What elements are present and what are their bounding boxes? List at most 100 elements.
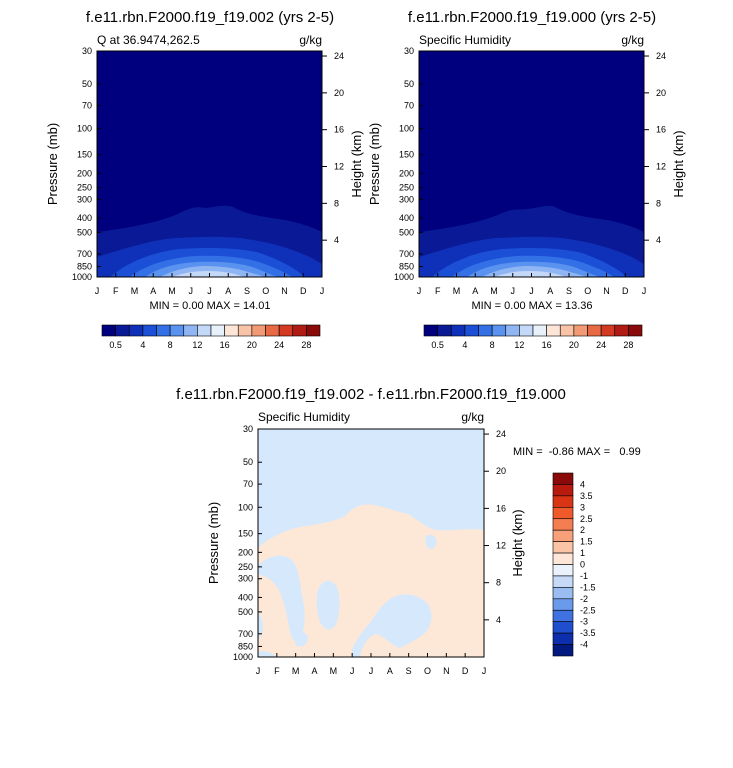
panel-1: f.e11.rbn.F2000.f19_f19.002 (yrs 2-5) Q … [45,9,364,350]
height-tick-label: 4 [496,615,501,625]
month-tick-label: S [406,666,412,676]
height-tick-label: 24 [656,51,666,61]
colorbar-label: -3 [580,617,588,627]
colorbar-swatch [552,495,574,508]
month-tick-label: J [511,286,516,296]
colorbar-label: 28 [623,340,633,350]
colorbar-swatch [437,324,452,337]
colorbar-swatch [278,324,294,337]
panel-3-colorbar: 4 3.53 2.52 1.51 0-1-1.5 -2-2.5 -3-3.5 -4 [552,472,596,657]
colorbar-label: 28 [301,340,311,350]
colorbar-swatch [101,324,116,337]
panel-3-left-label: Specific Humidity [258,410,350,424]
month-tick-label: A [547,286,553,296]
panel-1-plot-area [96,50,323,278]
pressure-tick-label: 1000 [233,652,253,662]
colorbar-swatch [552,484,574,497]
month-tick-label: S [566,286,572,296]
colorbar-label: 16 [542,340,552,350]
panel-1-stats: MIN = 0.00 MAX = 14.01 [149,300,270,312]
pressure-tick-label: 300 [238,574,253,584]
colorbar-swatch [552,507,574,520]
month-tick-label: J [256,666,261,676]
pressure-tick-label: 70 [82,101,92,111]
pressure-tick-label: 100 [399,124,414,134]
colorbar-swatch [559,324,575,337]
panel-3-ylabel-right: Height (km) [510,509,525,576]
colorbar-label: 3.5 [580,491,593,501]
colorbar-label: -2 [580,594,588,604]
month-tick-label: J [482,666,487,676]
colorbar-swatch [552,564,574,577]
pressure-tick-label: 500 [399,227,414,237]
height-tick-label: 24 [334,51,344,61]
pressure-tick-label: 1000 [72,272,92,282]
colorbar-swatch [614,324,629,337]
colorbar-swatch [628,324,643,337]
height-tick-label: 4 [334,235,339,245]
colorbar-label: 20 [247,340,257,350]
panel-3-ylabel: Pressure (mb) [206,502,221,584]
colorbar-swatch [251,324,266,337]
month-tick-label: D [462,666,469,676]
pressure-tick-label: 400 [399,213,414,223]
colorbar-swatch [156,324,171,337]
colorbar-label: 24 [274,340,284,350]
colorbar-swatch [169,324,185,337]
month-tick-label: J [189,286,194,296]
pressure-tick-label: 850 [77,262,92,272]
colorbar-swatch [183,324,198,337]
panel-2-title: f.e11.rbn.F2000.f19_f19.000 (yrs 2-5) [408,9,656,26]
pressure-tick-label: 300 [399,194,414,204]
pressure-tick-label: 50 [243,457,253,467]
pressure-tick-label: 300 [77,194,92,204]
pressure-tick-label: 50 [82,79,92,89]
colorbar-swatch [552,621,574,634]
month-tick-label: D [622,286,629,296]
panel-3-title: f.e11.rbn.F2000.f19_f19.002 - f.e11.rbn.… [176,386,566,403]
pressure-tick-label: 700 [238,629,253,639]
month-tick-label: J [529,286,534,296]
panel-2-ylabel-right: Height (km) [671,130,686,197]
colorbar-swatch [491,324,507,337]
height-tick-label: 8 [656,198,661,208]
pressure-tick-label: 30 [404,46,414,56]
height-tick-label: 16 [496,503,506,513]
month-tick-label: A [225,286,231,296]
height-tick-label: 16 [656,125,666,135]
colorbar-swatch [532,324,547,337]
pressure-tick-label: 700 [399,249,414,259]
height-tick-label: 24 [496,429,506,439]
month-tick-label: S [244,286,250,296]
month-tick-label: M [292,666,300,676]
colorbar-swatch [464,324,479,337]
panel-3: f.e11.rbn.F2000.f19_f19.002 - f.e11.rbn.… [176,386,641,676]
month-tick-label: M [330,666,338,676]
month-tick-label: J [207,286,212,296]
panel-2-units: g/kg [621,33,644,47]
pressure-tick-label: 70 [404,101,414,111]
height-tick-label: 12 [496,541,506,551]
colorbar-swatch [142,324,157,337]
month-tick-label: O [262,286,269,296]
month-tick-label: A [387,666,393,676]
colorbar-label: 2.5 [580,514,593,524]
month-tick-label: J [642,286,647,296]
pressure-tick-label: 250 [399,183,414,193]
colorbar-label: -3.5 [580,628,596,638]
colorbar-label: 1 [580,548,585,558]
panel-3-negative-patch-2 [316,580,340,630]
pressure-tick-label: 850 [399,262,414,272]
panel-1-units: g/kg [299,33,322,47]
colorbar-swatch [210,324,225,337]
panel-2-plot-area [418,50,645,278]
panel-3-negative-patch-5 [258,651,276,657]
colorbar-label: 24 [596,340,606,350]
height-tick-label: 20 [334,88,344,98]
month-tick-label: J [369,666,374,676]
colorbar-label: 0.5 [109,340,122,350]
colorbar-swatch [552,552,574,565]
colorbar-swatch [115,324,130,337]
